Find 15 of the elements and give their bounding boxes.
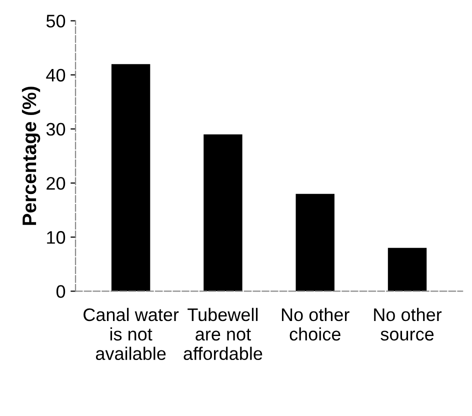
y-tick-label: 0: [56, 285, 66, 298]
x-tick-label: No other choice: [282, 308, 350, 341]
bar: [296, 194, 334, 292]
x-tick-label: Canal water is not available: [84, 308, 179, 360]
y-tick-label: 50: [46, 14, 66, 28]
y-tick-label: 20: [46, 176, 66, 190]
y-tick-label: 30: [46, 122, 66, 136]
y-axis-title: Percentage (%): [22, 86, 40, 225]
y-tick-label: 40: [46, 68, 66, 82]
bar: [111, 64, 150, 292]
bar: [204, 134, 242, 292]
x-tick-label: No other source: [374, 308, 442, 341]
x-tick-label: Tubewell are not affordable: [184, 308, 262, 360]
bar: [388, 248, 427, 292]
y-tick-label: 10: [47, 231, 66, 244]
